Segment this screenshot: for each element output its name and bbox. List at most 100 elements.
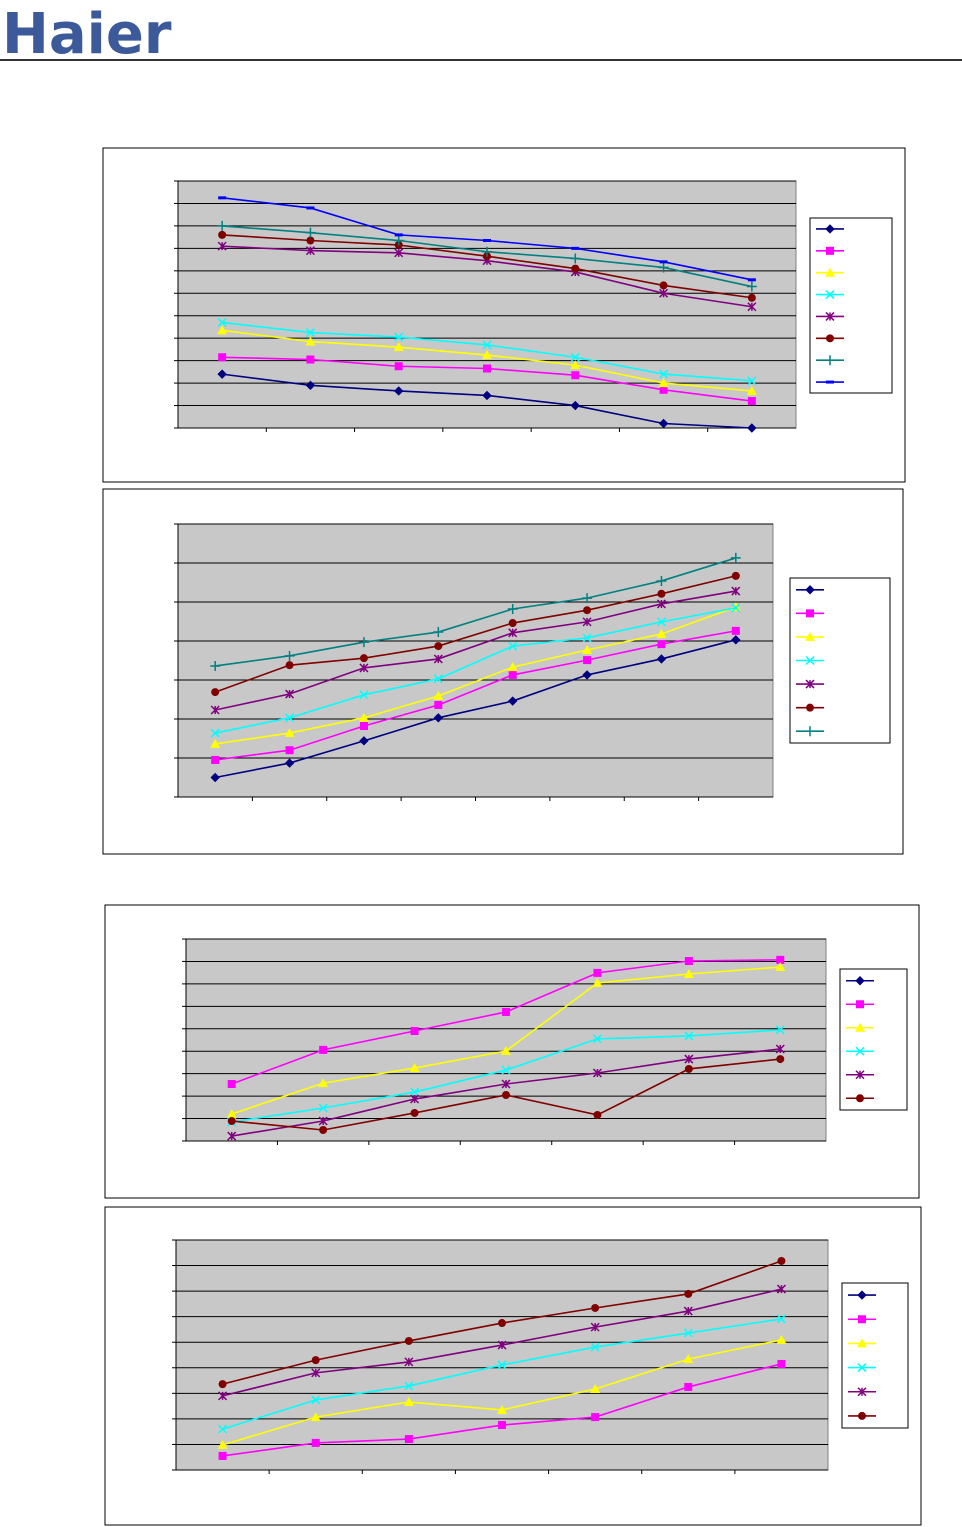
marker [656,617,666,627]
marker [498,1319,506,1328]
marker [483,364,491,373]
marker [285,689,295,699]
marker [659,281,668,290]
series-line [214,575,737,693]
marker [507,696,518,706]
marker [501,1065,511,1075]
marker [825,224,835,234]
marker [855,976,865,986]
marker [825,267,835,277]
marker [805,679,815,689]
marker [570,352,580,362]
marker [227,1079,236,1088]
marker [806,703,814,712]
marker [775,1044,785,1054]
marker [825,355,835,366]
marker [747,293,756,302]
marker [825,311,835,321]
marker [218,1391,228,1401]
marker [857,1338,867,1348]
marker [210,738,221,748]
marker [433,713,444,723]
marker [318,1078,329,1088]
marker [218,1380,227,1389]
marker [311,1438,320,1447]
marker [591,1303,600,1312]
marker [305,246,315,256]
marker [777,1359,786,1368]
marker [285,713,295,723]
marker [684,1054,694,1064]
marker [683,969,694,979]
legend [841,1282,909,1429]
marker [658,418,669,429]
marker [210,660,221,671]
marker [684,1064,693,1073]
marker [211,688,220,697]
marker [684,956,693,965]
marker [218,230,227,239]
marker [306,355,315,364]
marker [482,246,492,257]
marker [731,586,741,596]
marker [776,1314,786,1324]
plot-area [175,1239,829,1471]
marker [502,1007,510,1016]
marker [825,290,835,300]
marker [433,690,444,700]
marker [855,1022,865,1032]
marker [731,626,740,635]
marker [284,758,295,768]
marker [855,1070,865,1080]
plot-area [177,523,774,798]
marker [508,670,517,679]
marker [582,644,593,654]
marker [410,1108,419,1117]
marker [410,1094,420,1104]
marker [501,1045,511,1055]
marker [683,1354,694,1364]
marker [684,1289,693,1298]
marker [359,654,368,663]
marker [319,1045,328,1054]
marker [217,369,227,379]
marker [731,603,741,613]
marker [731,571,740,580]
marker [583,656,592,665]
marker [826,334,834,343]
marker [217,325,228,335]
marker [305,227,316,238]
marker [217,220,228,231]
marker [659,369,669,379]
marker [508,628,518,638]
marker [359,663,369,673]
marker [592,1068,602,1078]
marker [310,1412,321,1422]
marker [657,640,666,649]
marker [218,1424,228,1434]
marker [319,1126,328,1135]
marker [806,609,814,618]
marker [683,1306,693,1316]
marker [403,1397,414,1407]
marker [858,1411,866,1420]
marker [227,1131,237,1141]
marker [747,302,757,312]
marker [684,1382,693,1391]
marker [359,722,368,731]
marker [393,235,404,246]
marker [311,1356,320,1365]
marker [857,1363,867,1373]
marker [730,552,741,563]
marker [498,1421,506,1430]
marker [394,362,403,371]
marker [218,353,227,362]
marker [434,700,443,709]
marker [776,955,785,964]
marker [210,772,220,783]
marker [775,1025,785,1035]
marker [805,585,815,595]
marker [409,1063,420,1073]
marker [359,690,369,700]
legend [809,217,893,394]
